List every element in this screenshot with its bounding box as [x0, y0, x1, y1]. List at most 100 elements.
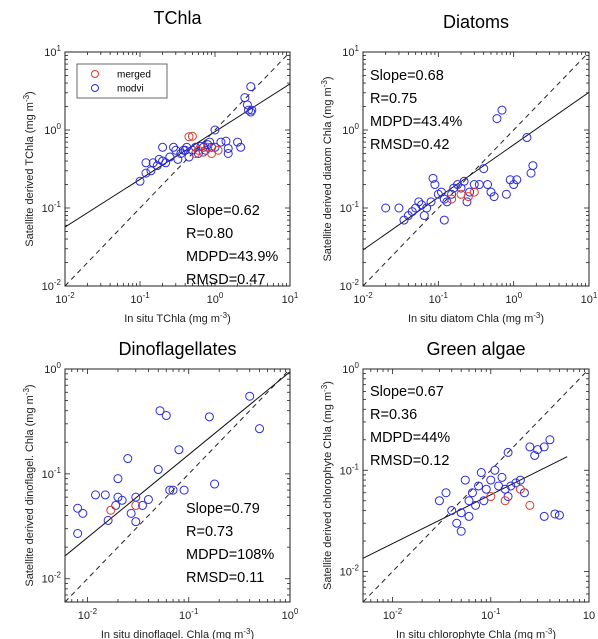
data-point-merged [106, 505, 116, 515]
data-point-modvi [123, 454, 133, 464]
data-point-modvi [78, 508, 88, 518]
data-point-merged [203, 142, 213, 152]
stat-text: RMSD=0.47 [186, 272, 265, 288]
x-tick-label: 10-1 [130, 291, 150, 306]
data-point-modvi [111, 500, 121, 510]
data-point-modvi [138, 500, 148, 510]
chart-panel: Dinoflagellates 10-2 10-1 100 10-2 10-1 100 In … [22, 339, 299, 639]
data-point-modvi [503, 447, 513, 457]
y-tick-label: 100 [342, 361, 359, 376]
data-point-modvi [155, 406, 165, 416]
y-tick-label: 10-2 [340, 278, 360, 293]
data-point-modvi [474, 481, 484, 491]
stat-text: R=0.80 [186, 226, 233, 242]
data-point-modvi [456, 508, 466, 518]
data-point-modvi [178, 145, 188, 155]
data-point-modvi [179, 485, 189, 495]
data-point-merged [486, 492, 496, 502]
data-point-modvi [236, 142, 246, 152]
data-point-modvi [131, 492, 141, 502]
y-tick-label: 10-2 [42, 278, 62, 293]
data-point-modvi [554, 510, 564, 520]
stat-text: R=0.75 [370, 91, 417, 107]
data-point-merged [131, 500, 141, 510]
data-point-modvi [113, 474, 123, 484]
data-point-modvi [117, 495, 127, 505]
y-axis-label: Satellite derived chlorophyte Chla (mg m… [320, 381, 334, 590]
y-axis-label: Satellite derived TChla (mg m-3) [22, 91, 36, 246]
data-point-merged [456, 189, 466, 199]
data-point-modvi [152, 161, 162, 171]
legend-marker-merged [91, 70, 99, 78]
regression-line [65, 371, 290, 557]
data-point-modvi [501, 189, 511, 199]
data-point-modvi [242, 100, 252, 110]
y-tick-label: 10-2 [340, 564, 360, 579]
data-point-modvi [173, 154, 183, 164]
y-axis-label: Satellite derived diatom Chla (mg m-3) [320, 76, 334, 261]
data-point-merged [500, 496, 510, 506]
x-tick-label: 10-2 [353, 291, 373, 306]
data-point-modvi [244, 105, 254, 115]
data-point-modvi [476, 468, 486, 478]
stat-text: MDPD=44% [370, 430, 450, 446]
data-point-merged [515, 484, 525, 494]
data-point-merged [213, 145, 223, 155]
data-point-modvi [539, 442, 549, 452]
stat-text: Slope=0.62 [186, 203, 260, 219]
data-point-modvi [245, 391, 255, 401]
data-point-modvi [161, 411, 171, 421]
data-point-modvi [247, 105, 257, 115]
data-point-modvi [506, 481, 516, 491]
data-point-modvi [474, 180, 484, 190]
x-tick-label: 101 [581, 291, 598, 306]
data-point-modvi [399, 215, 409, 225]
data-point-modvi [165, 485, 175, 495]
data-point-modvi [141, 158, 151, 168]
y-tick-label: 10-2 [42, 571, 62, 586]
data-point-modvi [447, 506, 457, 516]
one-to-one-line [65, 52, 290, 286]
data-point-modvi [414, 197, 424, 207]
data-point-modvi [381, 203, 391, 213]
one-to-one-line [363, 369, 589, 602]
data-point-modvi [143, 494, 153, 504]
data-point-modvi [545, 435, 555, 445]
data-point-modvi [223, 148, 233, 158]
chart-title: Green algae [426, 339, 525, 359]
chart-panel: Diatoms 10-2 10-1 100 101 10-2 10-1 100 101 In si… [320, 12, 598, 325]
data-point-modvi [422, 203, 432, 213]
x-tick-label: 10-2 [383, 607, 403, 622]
data-point-modvi [486, 187, 496, 197]
chart-title: Dinoflagellates [118, 339, 236, 359]
chart-panel: Green algae 10-2 10-1 10 10-2 10-1 100 In situ … [320, 339, 595, 639]
plot-area [65, 52, 290, 286]
data-point-modvi [135, 176, 145, 186]
plot-frame [362, 368, 590, 603]
data-point-modvi [481, 484, 491, 494]
data-point-modvi [456, 526, 466, 536]
data-point-modvi [533, 445, 543, 455]
data-point-modvi [486, 475, 496, 485]
data-point-modvi [103, 515, 113, 525]
data-point-modvi [419, 211, 429, 221]
plot-area [363, 52, 589, 286]
data-point-modvi [509, 180, 519, 190]
data-point-merged [184, 132, 194, 142]
data-point-modvi [430, 180, 440, 190]
data-point-modvi [515, 475, 525, 485]
data-point-modvi [479, 164, 489, 174]
stat-text: MDPD=108% [186, 547, 274, 563]
data-point-modvi [426, 197, 436, 207]
plot-frame [362, 51, 590, 287]
data-point-modvi [223, 143, 233, 153]
data-point-merged [193, 145, 203, 155]
x-tick-label: 10 [583, 610, 595, 622]
data-point-modvi [497, 105, 507, 115]
stat-text: RMSD=0.42 [370, 137, 449, 153]
y-tick-label: 101 [342, 44, 359, 59]
legend-marker-modvi [91, 84, 99, 92]
data-point-modvi [216, 137, 226, 147]
data-point-modvi [505, 175, 515, 185]
data-point-modvi [246, 82, 256, 92]
